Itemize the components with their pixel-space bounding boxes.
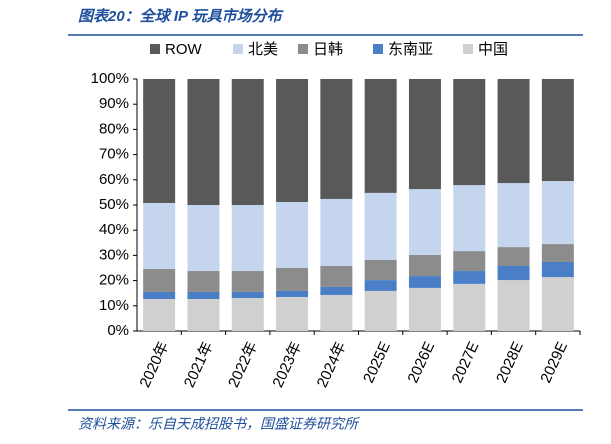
x-tick-label: 2023年 (269, 339, 305, 390)
x-tick-label: 2027E (449, 339, 483, 385)
bar-segment (231, 297, 264, 331)
legend-label: 东南亚 (388, 41, 433, 58)
y-tick-label: 80% (99, 120, 129, 137)
legend-label: ROW (165, 41, 203, 58)
bar-segment (541, 79, 574, 182)
bar-segment (187, 205, 220, 272)
x-tick-label: 2022年 (225, 339, 261, 390)
bar-segment (364, 192, 397, 260)
x-tick-label: 2024年 (314, 339, 350, 390)
bar-segment (187, 298, 220, 331)
y-tick-label: 10% (99, 297, 129, 314)
bar-segment (187, 291, 220, 299)
bar-segment (453, 79, 486, 186)
bar-segment (453, 185, 486, 252)
bar-segment (364, 259, 397, 281)
bar-segment (408, 287, 441, 331)
bar-segment (541, 261, 574, 278)
bar-segment (408, 276, 441, 288)
bar-segment (408, 254, 441, 277)
x-tick-label: 2029E (537, 339, 571, 385)
bar-segment (143, 79, 176, 203)
bar-segment (364, 79, 397, 193)
y-tick-label: 50% (99, 196, 129, 213)
bar-segment (143, 202, 176, 270)
bar-segment (276, 79, 309, 202)
bar-segment (320, 286, 353, 295)
bar-segment (276, 290, 309, 297)
bar-segment (276, 201, 309, 268)
y-tick-label: 40% (99, 221, 129, 238)
bar-segment (143, 298, 176, 331)
source-note: 资料来源：乐自天成招股书，国盛证券研究所 (78, 416, 360, 432)
legend-swatch (150, 44, 160, 54)
legend-swatch (298, 44, 308, 54)
bar-segment (320, 265, 353, 287)
bar-segment (320, 79, 353, 199)
bar-segment (497, 247, 530, 266)
bar-segment (320, 294, 353, 331)
bar-segment (453, 283, 486, 331)
bar-segment (497, 280, 530, 331)
bar-segment (541, 181, 574, 245)
legend-label: 中国 (478, 41, 508, 58)
bar-segment (231, 291, 264, 298)
x-tick-label: 2021年 (181, 339, 217, 390)
legend-swatch (463, 44, 473, 54)
y-tick-label: 100% (91, 70, 129, 87)
bar-segment (497, 79, 530, 184)
y-tick-label: 0% (107, 322, 129, 339)
chart-title: 图表20：全球 IP 玩具市场分布 (78, 7, 285, 25)
legend-label: 北美 (248, 41, 278, 58)
legend-swatch (233, 44, 243, 54)
bar-segment (541, 244, 574, 262)
y-tick-label: 90% (99, 95, 129, 112)
x-tick-label: 2020年 (137, 339, 173, 390)
bar-segment (453, 251, 486, 272)
bar-segment (541, 277, 574, 331)
bar-segment (231, 79, 264, 205)
bar-segment (320, 198, 353, 266)
y-tick-label: 30% (99, 246, 129, 263)
legend-swatch (373, 44, 383, 54)
bar-segment (187, 271, 220, 292)
bar-segment (497, 183, 530, 248)
y-tick-label: 70% (99, 146, 129, 163)
bar-segment (276, 268, 309, 291)
bar-segment (408, 79, 441, 190)
bar-segment (231, 271, 264, 292)
y-tick-label: 60% (99, 171, 129, 188)
legend-label: 日韩 (313, 41, 343, 58)
bar-segment (453, 271, 486, 284)
bar-segment (497, 265, 530, 281)
x-tick-label: 2028E (493, 339, 527, 385)
bar-segment (143, 291, 176, 299)
bar-segment (187, 79, 220, 205)
bar-segment (408, 189, 441, 255)
bar-segment (364, 290, 397, 331)
y-tick-label: 20% (99, 272, 129, 289)
bar-segment (364, 280, 397, 291)
x-tick-label: 2026E (404, 339, 438, 385)
x-tick-label: 2025E (360, 339, 394, 385)
bar-segment (276, 296, 309, 331)
bar-segment (231, 205, 264, 272)
bar-segment (143, 269, 176, 292)
